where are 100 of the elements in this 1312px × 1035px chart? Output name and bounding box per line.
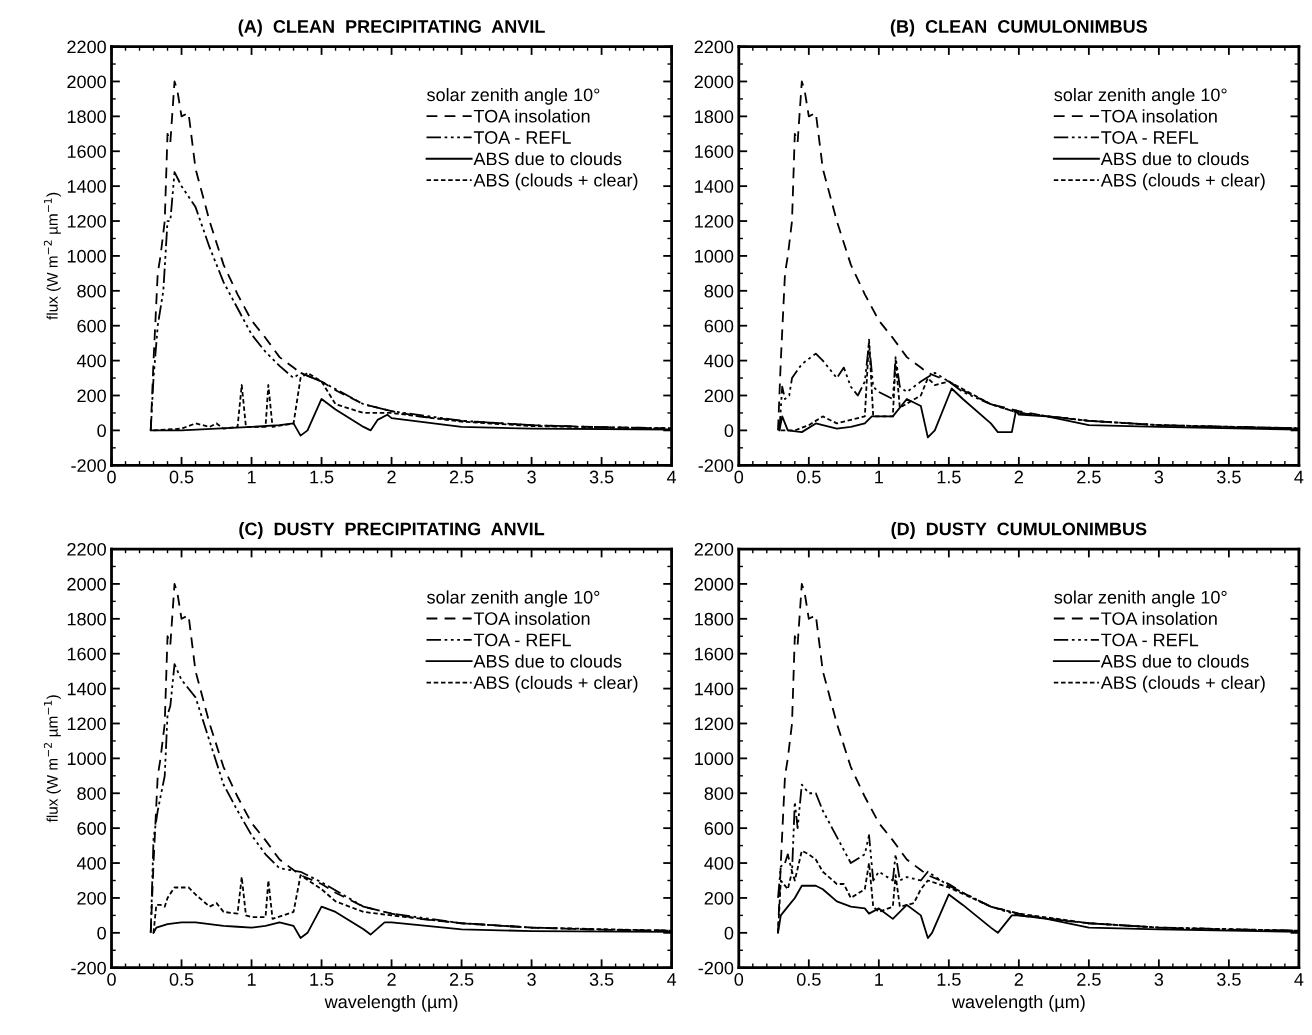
- legend-label: TOA - REFL: [1101, 633, 1199, 647]
- y-tick-label: -200: [71, 459, 106, 472]
- y-tick-label: 1200: [67, 214, 106, 228]
- legend-label: TOA insolation: [473, 109, 590, 123]
- chart-title: (D) DUSTY CUMULONIMBUS: [891, 522, 1147, 539]
- x-tick-label: 1: [247, 470, 256, 484]
- y-tick-label: 0: [724, 926, 734, 940]
- y-tick-label: 600: [77, 822, 106, 835]
- x-tick-label: 2.5: [449, 470, 474, 484]
- legend-label: TOA - REFL: [1101, 131, 1199, 144]
- y-tick-label: 400: [704, 856, 734, 870]
- x-tick-label: 2.5: [449, 973, 474, 986]
- x-tick-label: 3.5: [1217, 470, 1241, 484]
- y-tick-label: 1000: [695, 752, 734, 766]
- y-tick-label: 1800: [695, 612, 734, 626]
- x-tick-label: 4: [666, 973, 677, 986]
- x-tick-label: 2: [1014, 973, 1023, 986]
- x-tick-label: 1: [247, 973, 256, 986]
- x-tick-label: 0.5: [796, 470, 821, 484]
- chart-title: (C) DUSTY PRECIPITATING ANVIL: [239, 522, 545, 539]
- x-tick-label: 1: [875, 470, 883, 484]
- y-tick-label: 800: [77, 284, 106, 298]
- x-tick-label: 2.5: [1077, 470, 1101, 484]
- x-tick-label: 0.5: [169, 470, 194, 484]
- legend-label: ABS (clouds + clear): [473, 675, 638, 693]
- y-tick-label: 200: [77, 389, 106, 403]
- y-tick-label: 200: [77, 891, 106, 905]
- y-tick-label: 2200: [694, 542, 734, 556]
- legend-title: solar zenith angle 10°: [427, 87, 600, 105]
- y-tick-label: 200: [704, 389, 734, 403]
- legend-label: TOA - REFL: [473, 131, 571, 144]
- y-tick-label: 800: [704, 284, 734, 298]
- y-tick-label: 400: [76, 354, 106, 368]
- x-tick-label: 4: [1294, 470, 1304, 484]
- y-axis-title: flux (W m$^{−2}$ µm$^{−1}$): [43, 192, 61, 320]
- x-tick-label: 1.5: [937, 973, 961, 986]
- x-tick-label: 3: [527, 973, 536, 986]
- legend-label: ABS (clouds + clear): [1100, 675, 1265, 693]
- x-tick-label: 2.5: [1077, 973, 1101, 986]
- y-tick-label: 0: [97, 424, 106, 438]
- x-axis-title: wavelength (µm): [324, 994, 458, 1012]
- y-tick-label: 800: [704, 787, 734, 800]
- legend-label: ABS due to clouds: [473, 654, 622, 668]
- y-axis-title: flux (W m$^{−2}$ µm$^{−1}$): [43, 695, 61, 823]
- x-tick-label: 0: [107, 470, 116, 484]
- x-axis-title: wavelength (µm): [951, 994, 1085, 1012]
- y-tick-label: 0: [97, 926, 106, 940]
- y-tick-label: 1600: [67, 145, 106, 158]
- y-tick-label: 1800: [67, 612, 106, 626]
- y-tick-label: 2200: [694, 40, 734, 54]
- x-tick-label: 0.5: [169, 973, 194, 986]
- legend-label: TOA insolation: [473, 611, 590, 625]
- y-tick-label: 2000: [67, 577, 106, 591]
- legend-label: ABS due to clouds: [1100, 654, 1249, 668]
- y-tick-label: 1600: [695, 145, 734, 158]
- x-tick-label: 4: [666, 470, 677, 484]
- y-tick-label: 400: [76, 856, 106, 870]
- y-tick-label: 2000: [694, 75, 734, 89]
- x-tick-label: 3: [1154, 470, 1164, 484]
- x-tick-label: 3.5: [1217, 973, 1241, 986]
- y-tick-label: 1200: [695, 717, 734, 731]
- y-tick-label: 1400: [695, 180, 734, 193]
- y-tick-label: 1400: [695, 682, 734, 696]
- legend-label: TOA insolation: [1101, 109, 1217, 123]
- x-tick-label: 1: [875, 973, 883, 986]
- y-tick-label: 1000: [67, 249, 106, 263]
- y-tick-label: 1000: [695, 249, 734, 263]
- y-tick-label: 2000: [694, 577, 734, 591]
- y-tick-label: 2200: [67, 542, 106, 556]
- x-tick-label: 1.5: [310, 470, 334, 484]
- x-tick-label: 4: [1294, 973, 1304, 986]
- legend-label: TOA insolation: [1101, 611, 1217, 625]
- x-tick-label: 2: [1014, 470, 1023, 484]
- legend-label: ABS (clouds + clear): [1100, 173, 1265, 191]
- y-tick-label: -200: [698, 961, 734, 975]
- y-tick-label: 1800: [67, 110, 106, 124]
- y-tick-label: 1400: [67, 180, 106, 193]
- y-tick-label: 0: [724, 424, 734, 438]
- y-tick-label: 1600: [67, 647, 106, 661]
- x-tick-label: 0: [107, 973, 116, 986]
- y-tick-label: 2200: [67, 40, 106, 54]
- legend-label: ABS due to clouds: [473, 151, 622, 166]
- legend-label: ABS due to clouds: [1100, 151, 1249, 166]
- chart-title: (B) CLEAN CUMULONIMBUS: [890, 19, 1148, 37]
- y-tick-label: 2000: [67, 75, 106, 89]
- x-tick-label: 3.5: [589, 470, 614, 484]
- y-tick-label: -200: [698, 459, 734, 472]
- y-tick-label: 600: [704, 822, 734, 835]
- legend-title: solar zenith angle 10°: [427, 590, 600, 608]
- y-tick-label: 400: [704, 354, 734, 368]
- y-tick-label: 1000: [67, 752, 106, 766]
- x-tick-label: 1.5: [937, 470, 961, 484]
- y-tick-label: 200: [704, 891, 734, 905]
- y-tick-label: 1200: [67, 717, 106, 731]
- x-tick-label: 0: [734, 470, 744, 484]
- x-tick-label: 2: [387, 470, 396, 484]
- x-tick-label: 3: [527, 470, 536, 484]
- chart-title: (A) CLEAN PRECIPITATING ANVIL: [238, 19, 545, 37]
- y-tick-label: 1200: [695, 214, 734, 228]
- y-tick-label: 600: [704, 319, 734, 333]
